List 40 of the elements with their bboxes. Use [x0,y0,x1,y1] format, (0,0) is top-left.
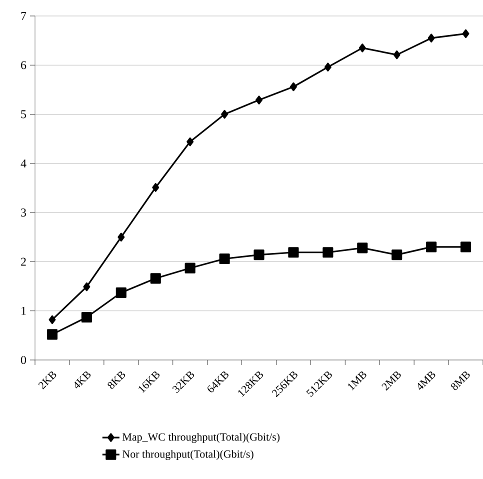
point [288,247,299,258]
point [152,183,160,192]
point [428,34,435,42]
point [221,110,228,119]
point [393,50,400,60]
point [290,82,297,92]
legend-label: Map_WC throughput(Total)(Gbit/s) [122,432,280,443]
x-tick-label: 8KB [108,372,126,389]
y-tick-label: 2 [21,258,26,266]
point [322,247,334,258]
point [184,262,196,274]
point [186,137,194,146]
x-tick-label: 2KB [38,372,56,390]
point [83,282,90,292]
point [254,250,264,260]
y-tick-label: 4 [20,159,26,168]
y-tick-label: 6 [21,61,26,70]
legend-label: Nor throughput(Total)(Gbit/s) [122,450,254,460]
y-tick-label: 0 [20,356,26,364]
point [150,273,161,284]
point [219,253,230,264]
point [426,242,437,252]
x-tick-label: 4KB [74,371,91,388]
point [358,44,366,52]
point [48,315,56,324]
point [46,329,58,340]
point [357,242,368,254]
y-tick-label: 3 [21,208,26,217]
x-tick-label: 4MB [418,371,436,390]
y-tick-label: 7 [21,12,26,20]
y-tick-label: 1 [22,306,26,315]
point [462,29,470,38]
point [324,62,332,72]
point [256,96,262,104]
point [460,242,472,252]
point [81,312,92,323]
point [392,250,402,260]
point [118,232,125,242]
point [116,287,126,298]
y-tick-label: 5 [21,110,26,118]
